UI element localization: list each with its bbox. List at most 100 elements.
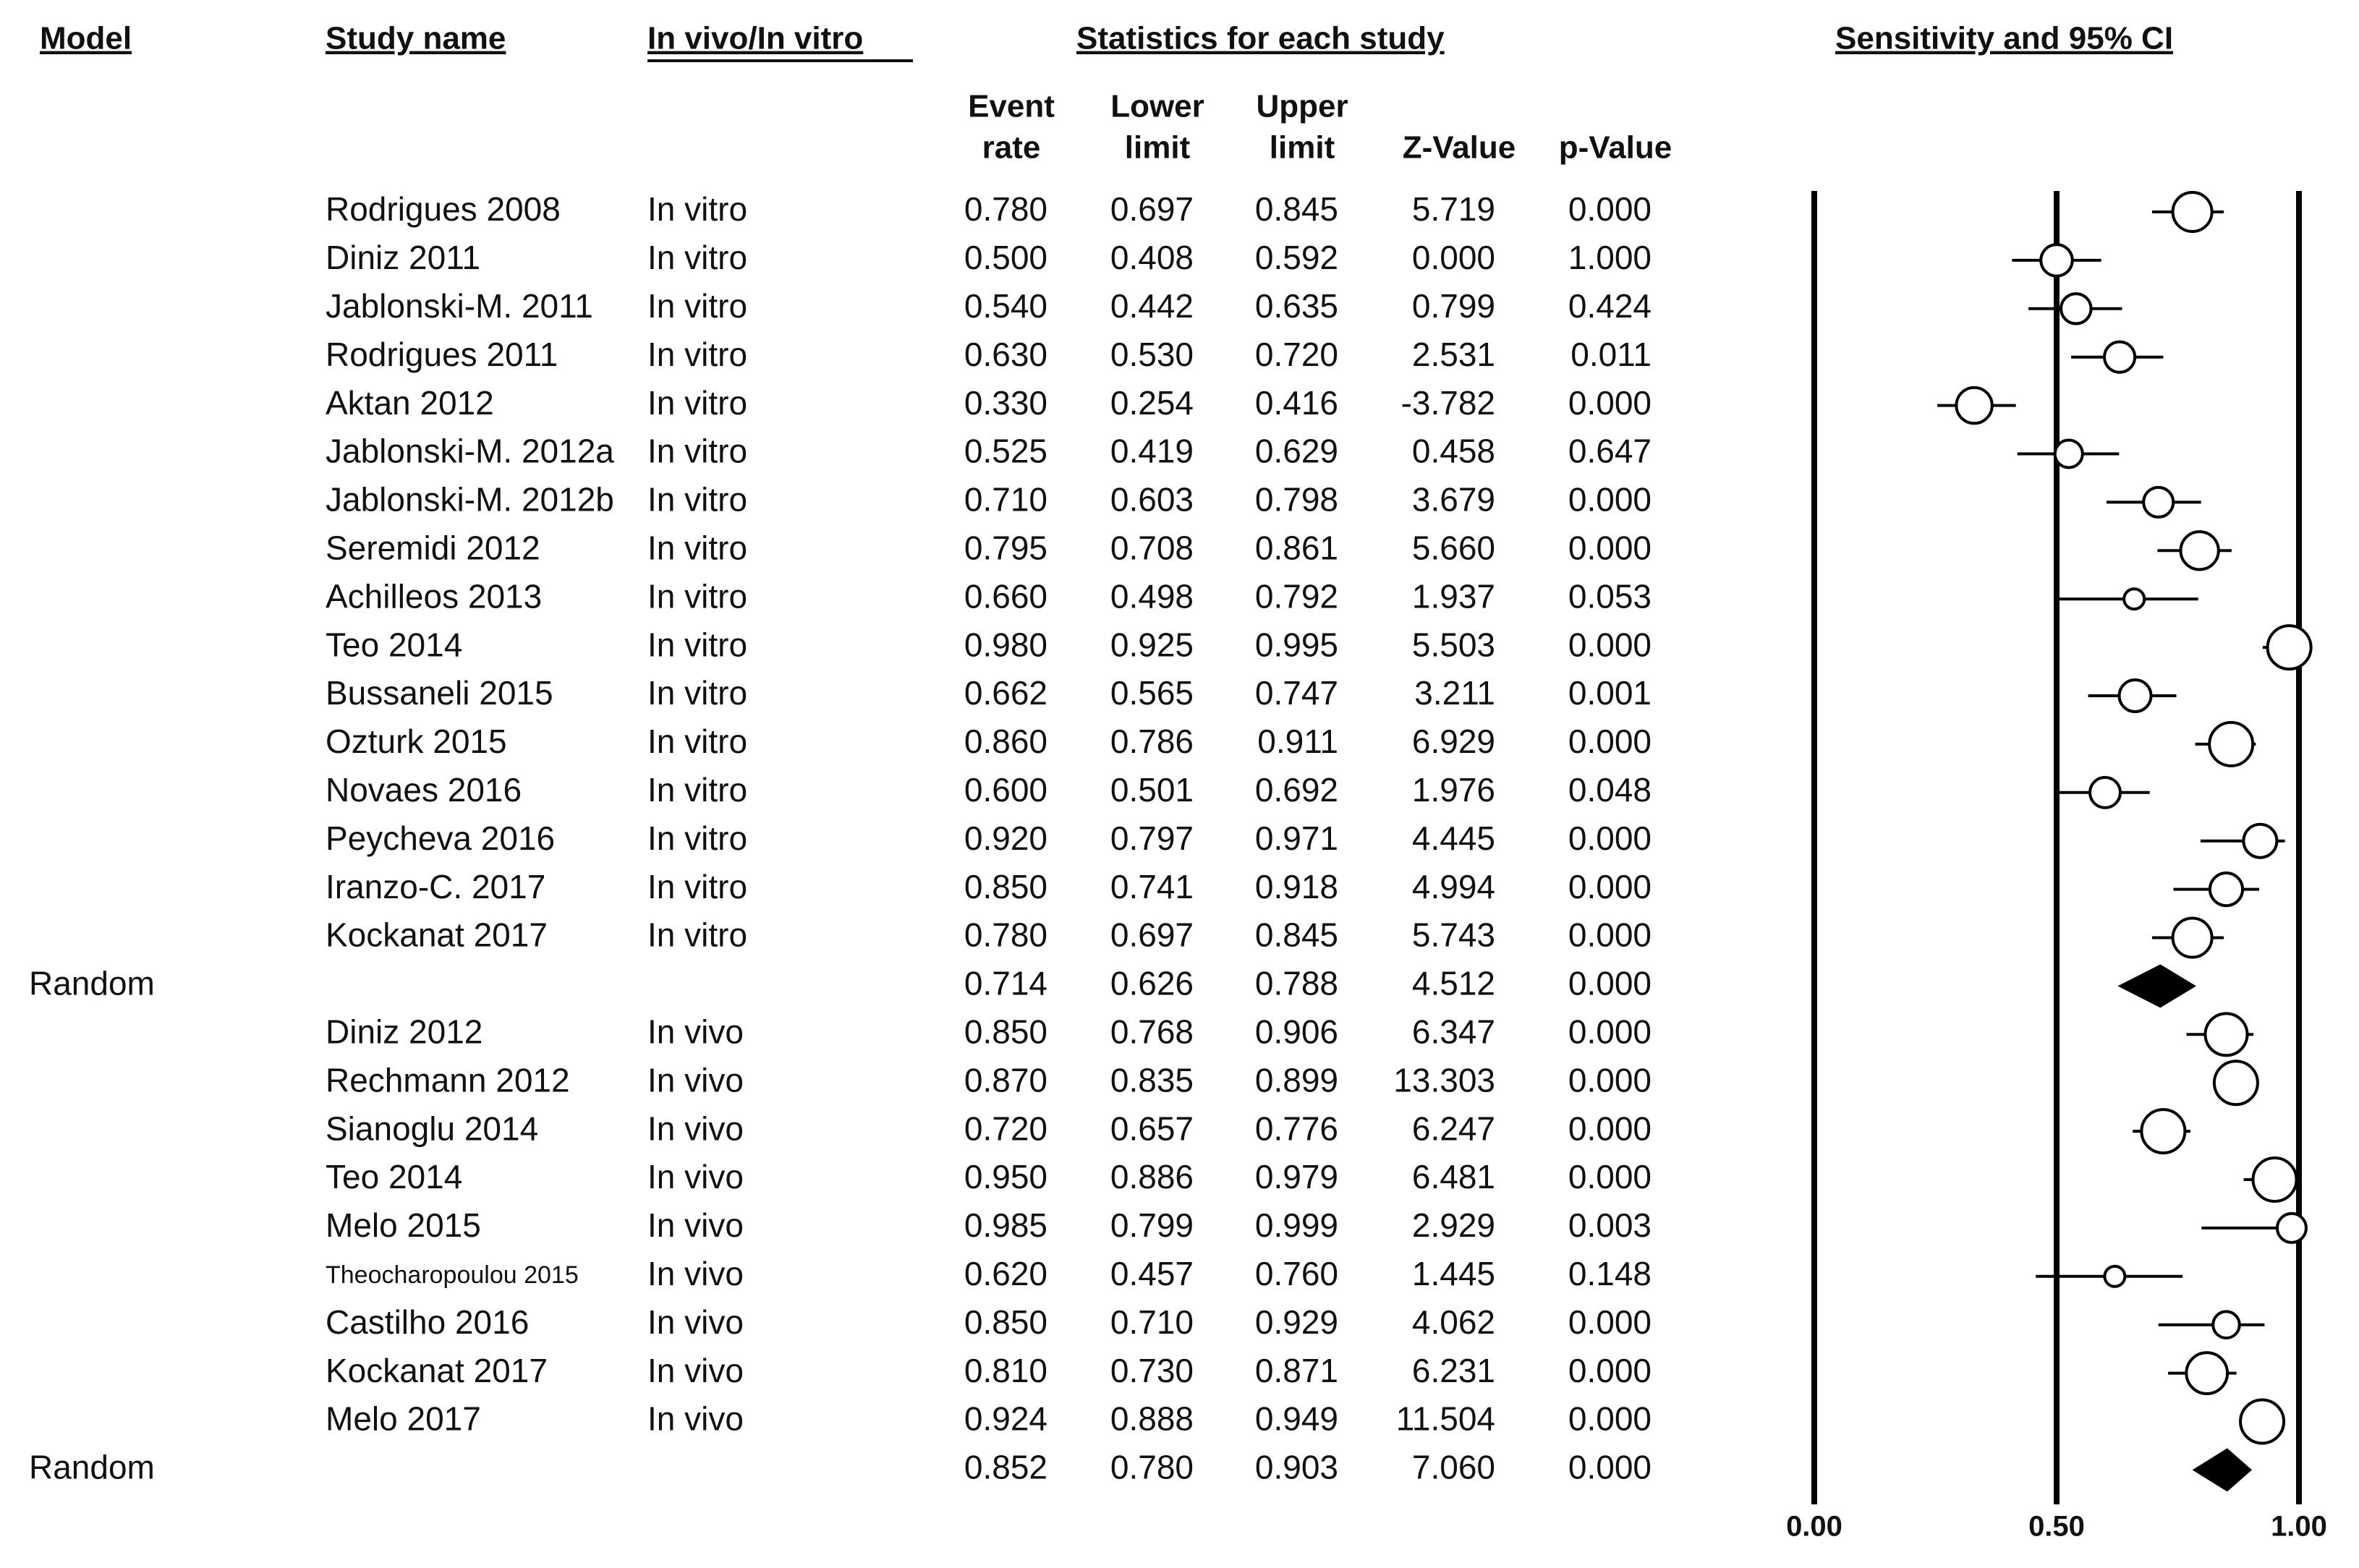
point-estimate (2242, 822, 2279, 859)
stat-cell: 0.000 (1568, 1013, 1652, 1050)
stat-cell: 0.419 (1110, 433, 1194, 470)
stat-cell: 6.481 (1412, 1158, 1495, 1196)
stat-cell: 0.852 (964, 1449, 1047, 1486)
stat-cell: 0.886 (1110, 1158, 1194, 1196)
stat-cell: 0.458 (1412, 433, 1495, 470)
setting: In vitro (647, 384, 747, 422)
setting: In vitro (647, 287, 747, 325)
column-header: limit (1270, 130, 1335, 166)
stat-cell: 0.776 (1255, 1109, 1338, 1147)
stat-cell: 0.780 (964, 190, 1047, 228)
study-name: Aktan 2012 (326, 384, 494, 422)
setting: In vivo (647, 1206, 744, 1244)
stat-cell: 0.592 (1255, 239, 1338, 276)
setting: In vitro (647, 481, 747, 519)
setting: In vivo (647, 1109, 744, 1147)
stat-cell: 0.799 (1110, 1206, 1194, 1244)
study-header: Study name (326, 21, 506, 56)
stat-cell: 0.999 (1255, 1206, 1338, 1244)
study-name: Jablonski-M. 2012b (326, 481, 614, 519)
stat-cell: 0.000 (1568, 1303, 1652, 1341)
stat-cell: 0.000 (1568, 916, 1652, 954)
stat-cell: 0.254 (1110, 384, 1194, 422)
study-name: Kockanat 2017 (326, 1352, 548, 1389)
stat-cell: 0.730 (1110, 1352, 1194, 1389)
stat-cell: 0.620 (964, 1255, 1047, 1292)
stat-cell: 0.630 (964, 336, 1047, 373)
stat-cell: 0.408 (1110, 239, 1194, 276)
x-tick-label: 0.00 (1786, 1511, 1842, 1543)
stat-cell: 0.768 (1110, 1013, 1194, 1050)
stat-cell: 0.799 (1412, 287, 1495, 325)
point-estimate (2039, 243, 2074, 278)
summary-diamond (2192, 1448, 2253, 1492)
stat-cell: 0.629 (1255, 433, 1338, 470)
stat-cell: 0.835 (1110, 1061, 1194, 1099)
point-estimate (2060, 292, 2093, 325)
stat-cell: 0.603 (1110, 481, 1194, 519)
study-name: Teo 2014 (326, 626, 462, 663)
study-name: Castilho 2016 (326, 1303, 529, 1341)
point-estimate (2251, 1156, 2298, 1203)
stat-cell: 0.899 (1255, 1061, 1338, 1099)
stat-cell: 0.692 (1255, 771, 1338, 809)
study-name: Melo 2015 (326, 1206, 481, 1244)
stat-cell: 0.714 (964, 965, 1047, 1002)
stat-cell: 0.424 (1568, 287, 1652, 325)
setting: In vitro (647, 336, 747, 373)
stat-cell: 0.845 (1255, 916, 1338, 954)
setting: In vitro (647, 190, 747, 228)
study-name: Novaes 2016 (326, 771, 522, 809)
stat-cell: 0.000 (1568, 723, 1652, 760)
setting: In vitro (647, 916, 747, 954)
point-estimate (2203, 1012, 2249, 1057)
stat-cell: 0.000 (1568, 1449, 1652, 1486)
point-estimate (2171, 190, 2214, 234)
point-estimate (2266, 624, 2313, 671)
stat-cell: 0.985 (964, 1206, 1047, 1244)
stat-cell: 0.626 (1110, 965, 1194, 1002)
stat-cell: 0.980 (964, 626, 1047, 663)
stat-cell: 0.950 (964, 1158, 1047, 1196)
stat-cell: 1.976 (1412, 771, 1495, 809)
stat-cell: 0.457 (1110, 1255, 1194, 1292)
stat-cell: 6.929 (1412, 723, 1495, 760)
stat-cell: 0.760 (1255, 1255, 1338, 1292)
model-header: Model (40, 21, 132, 56)
stat-cell: 2.929 (1412, 1206, 1495, 1244)
study-name: Sianoglu 2014 (326, 1109, 538, 1147)
stat-cell: 0.000 (1568, 190, 1652, 228)
stat-cell: 6.231 (1412, 1352, 1495, 1389)
plot-title: Sensitivity and 95% CI (1835, 21, 2173, 56)
stat-cell: 0.845 (1255, 190, 1338, 228)
stat-cell: 0.850 (964, 1303, 1047, 1341)
stat-cell: 3.679 (1412, 481, 1495, 519)
stat-cell: 0.979 (1255, 1158, 1338, 1196)
stat-cell: 0.788 (1255, 965, 1338, 1002)
stat-cell: 0.871 (1255, 1352, 1338, 1389)
stat-cell: 0.000 (1568, 819, 1652, 857)
stat-cell: 1.937 (1412, 577, 1495, 615)
stat-cell: 1.000 (1568, 239, 1652, 276)
stat-cell: 0.720 (964, 1109, 1047, 1147)
stat-cell: 0.697 (1110, 190, 1194, 228)
point-estimate (2185, 1351, 2230, 1395)
study-name: Teo 2014 (326, 1158, 462, 1196)
setting: In vivo (647, 1061, 744, 1099)
stat-cell: 5.719 (1412, 190, 1495, 228)
stat-cell: 0.918 (1255, 868, 1338, 906)
stat-cell: 0.949 (1255, 1400, 1338, 1438)
stat-cell: 13.303 (1393, 1061, 1495, 1099)
stat-cell: 0.710 (1110, 1303, 1194, 1341)
point-estimate (2088, 775, 2122, 809)
stat-cell: 0.000 (1412, 239, 1495, 276)
stat-cell: 0.053 (1568, 577, 1652, 615)
point-estimate (2212, 1060, 2259, 1107)
stat-cell: 0.780 (1110, 1449, 1194, 1486)
stat-cell: 0.888 (1110, 1400, 1194, 1438)
setting: In vitro (647, 433, 747, 470)
study-name: Achilleos 2013 (326, 577, 542, 615)
stat-cell: 0.011 (1570, 336, 1652, 373)
point-estimate (2208, 720, 2255, 767)
stat-cell: 4.062 (1412, 1303, 1495, 1341)
